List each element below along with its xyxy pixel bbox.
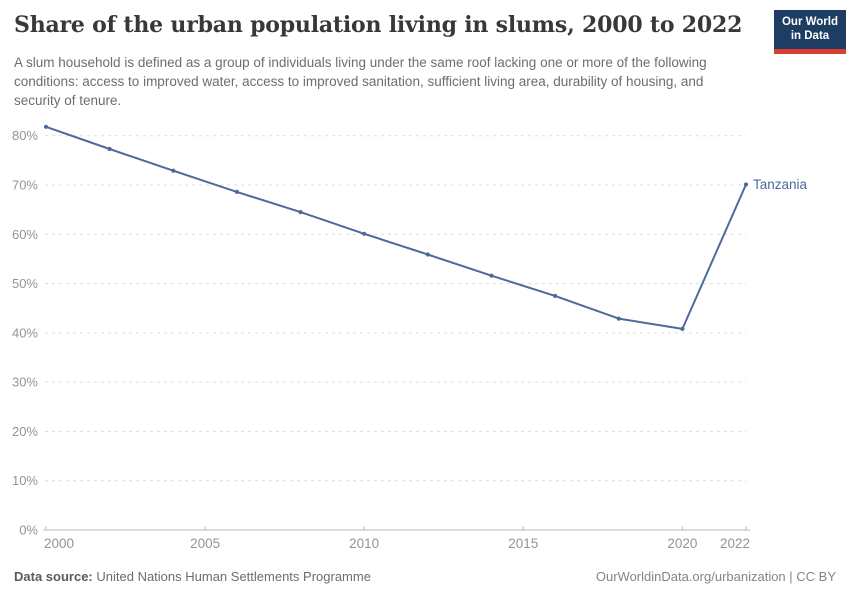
owid-logo-line1: Our World	[781, 16, 838, 28]
chart-subtitle: A slum household is defined as a group o…	[14, 55, 707, 108]
y-tick-label-50: 50%	[12, 276, 38, 291]
data-point-2022[interactable]	[743, 182, 749, 187]
y-tick-label-70: 70%	[12, 177, 38, 192]
data-point-2004[interactable]	[171, 168, 176, 173]
data-point-2018[interactable]	[616, 316, 621, 321]
y-tick-label-0: 0%	[19, 523, 38, 538]
y-tick-label-60: 60%	[12, 227, 38, 242]
x-tick-label-2010: 2010	[349, 536, 379, 551]
data-source-label: Data source:	[14, 569, 93, 584]
y-tick-label-80: 80%	[12, 128, 38, 143]
x-tick-label-2022: 2022	[720, 536, 750, 551]
attribution-link[interactable]: OurWorldinData.org/urbanization | CC BY	[595, 569, 836, 584]
page-title: Share of the urban population living in …	[14, 12, 743, 38]
data-point-2020[interactable]	[680, 326, 685, 331]
y-tick-label-10: 10%	[12, 473, 38, 488]
data-source-text: United Nations Human Settlements Program…	[96, 569, 371, 584]
data-source: Data source: United Nations Human Settle…	[14, 569, 371, 584]
data-point-2000[interactable]	[43, 124, 49, 129]
series-line-tanzania[interactable]	[45, 125, 747, 330]
data-point-2014[interactable]	[489, 273, 494, 278]
y-tick-label-20: 20%	[12, 424, 38, 439]
x-tick-label-2000: 2000	[44, 536, 74, 551]
data-point-2012[interactable]	[425, 252, 430, 257]
y-tick-label-40: 40%	[12, 325, 38, 340]
x-tick-label-2005: 2005	[190, 536, 220, 551]
chart-footer: Data source: United Nations Human Settle…	[14, 569, 836, 584]
x-tick-label-2015: 2015	[508, 536, 538, 551]
x-tick-label-2020: 2020	[667, 536, 697, 551]
data-point-2006[interactable]	[234, 189, 239, 194]
data-point-2016[interactable]	[553, 293, 558, 298]
data-point-2008[interactable]	[298, 210, 303, 215]
data-point-2002[interactable]	[107, 146, 112, 152]
owid-logo-line2: in Data	[790, 29, 830, 42]
owid-logo[interactable]: Our World in Data	[774, 10, 846, 54]
series-label-tanzania[interactable]: Tanzania	[753, 177, 808, 192]
y-tick-label-30: 30%	[12, 375, 38, 390]
data-point-2010[interactable]	[362, 231, 367, 236]
